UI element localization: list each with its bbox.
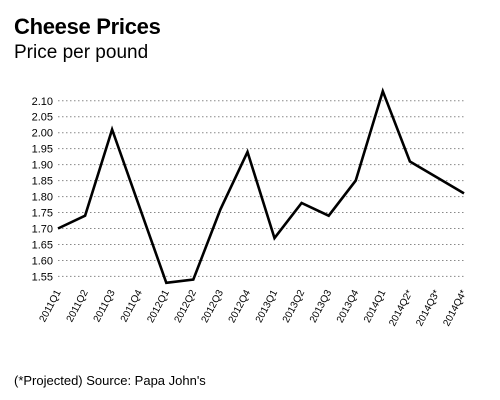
x-axis-ticks: 2011Q1 2011Q2 2011Q3 2011Q4 2012Q1 2012Q2 2012… <box>38 288 470 328</box>
y-tick-label: 1.70 <box>32 224 53 236</box>
y-tick-label: 1.90 <box>32 160 53 172</box>
y-tick-label: 1.80 <box>32 192 53 204</box>
x-tick-label: 2012Q1 <box>145 288 172 325</box>
source-note: (*Projected) Source: Papa John's <box>14 373 206 388</box>
y-tick-label: 2.10 <box>32 96 53 108</box>
y-tick-label: 1.55 <box>32 271 53 283</box>
series-line-layer <box>57 87 465 285</box>
x-tick-label: 2011Q4 <box>119 288 145 324</box>
x-tick-label: 2012Q2 <box>173 288 200 325</box>
y-tick-label: 2.00 <box>32 128 53 140</box>
x-tick-label: 2013Q1 <box>254 288 281 325</box>
chart-subtitle: Price per pound <box>14 42 149 63</box>
gridlines <box>58 100 464 277</box>
y-tick-label: 1.65 <box>32 239 53 251</box>
x-tick-label: 2013Q2 <box>281 288 308 325</box>
x-tick-label: 2011Q3 <box>92 288 118 324</box>
y-tick-label: 1.60 <box>32 255 53 267</box>
x-tick-label: 2014Q3* <box>414 288 442 328</box>
x-tick-label: 2012Q3 <box>200 288 227 325</box>
x-tick-label: 2011Q2 <box>65 288 91 324</box>
x-tick-label: 2014Q2* <box>387 288 415 328</box>
x-tick-label: 2014Q1 <box>362 288 389 325</box>
y-tick-label: 1.85 <box>32 176 53 188</box>
x-tick-label: 2012Q4 <box>227 288 254 325</box>
y-axis-ticks: 1.55 1.60 1.65 1.70 1.75 1.80 1.85 1.90 1.95 2.00… <box>32 96 53 284</box>
series-line <box>57 87 465 285</box>
y-tick-label: 1.75 <box>32 208 53 220</box>
y-tick-label: 1.95 <box>32 144 53 156</box>
x-tick-label: 2013Q3 <box>308 288 335 325</box>
x-tick-label: 2013Q4 <box>335 288 362 325</box>
x-tick-label: 2011Q1 <box>38 288 64 324</box>
x-tick-label: 2014Q4* <box>441 288 469 328</box>
chart-title: Cheese Prices <box>14 14 161 39</box>
y-tick-label: 2.05 <box>32 112 53 124</box>
